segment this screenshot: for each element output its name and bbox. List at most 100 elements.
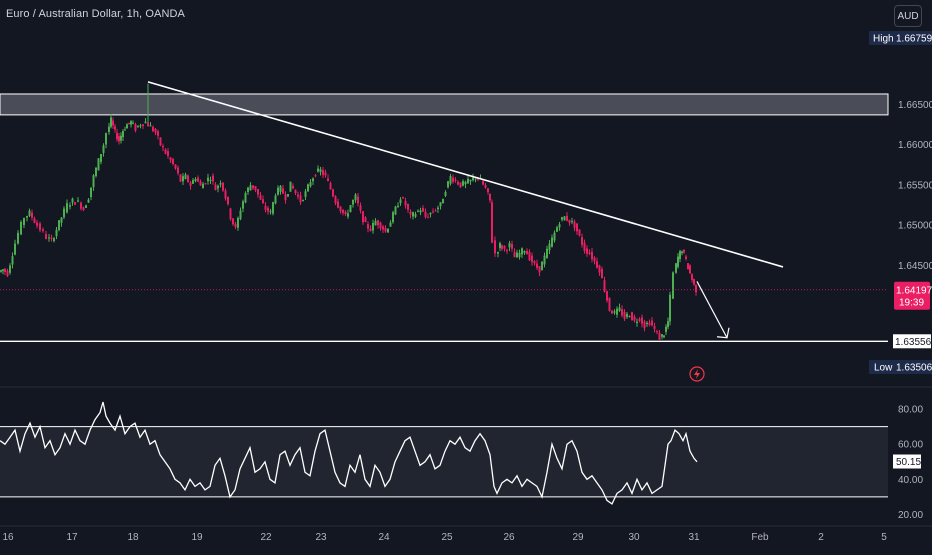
candle: [87, 199, 90, 203]
candle: [447, 181, 449, 188]
candle: [197, 177, 199, 182]
candle: [677, 256, 679, 267]
candle: [204, 183, 207, 185]
candle: [427, 216, 429, 218]
time-tick-label: 24: [378, 532, 390, 543]
candle: [663, 335, 665, 338]
candle: [172, 159, 174, 165]
candle: [409, 211, 412, 215]
candle: [82, 207, 85, 210]
candle: [192, 180, 194, 184]
rsi-layer: [0, 401, 888, 505]
candle: [344, 211, 347, 215]
candle: [149, 125, 152, 127]
low-label: Low 1.63506: [869, 360, 932, 374]
candle: [487, 188, 489, 193]
candle: [2, 269, 4, 271]
candle: [611, 310, 613, 314]
candle: [596, 261, 598, 268]
time-tick-label: 23: [315, 532, 327, 543]
candle: [90, 187, 92, 198]
resistance-zone-layer: [0, 93, 889, 116]
candle: [526, 251, 528, 255]
candle: [17, 232, 19, 244]
candle: [33, 218, 36, 223]
candle: [499, 243, 501, 248]
time-tick-label: 26: [503, 532, 515, 543]
candle: [314, 175, 317, 177]
candle: [212, 175, 214, 182]
candle: [244, 192, 247, 203]
candle: [452, 177, 454, 182]
candle: [284, 194, 287, 201]
candle: [459, 182, 462, 188]
candle: [467, 178, 469, 184]
candle: [636, 321, 638, 323]
candle: [182, 176, 184, 182]
candle: [39, 223, 41, 231]
candle: [382, 226, 384, 230]
currency-button[interactable]: AUD: [894, 5, 922, 27]
candle: [28, 210, 31, 217]
candle: [513, 252, 516, 258]
candle: [491, 202, 493, 243]
candle: [591, 251, 593, 260]
candle: [257, 189, 259, 195]
high-label-name: High: [873, 34, 894, 45]
candle: [262, 199, 264, 204]
rsi-value-label: 50.15: [893, 454, 921, 469]
candle: [362, 211, 364, 223]
candle: [60, 217, 63, 223]
time-tick-label: 17: [66, 532, 78, 543]
candle: [432, 211, 434, 213]
candle: [581, 237, 583, 245]
candle: [533, 261, 536, 264]
time-tick-label: 25: [441, 532, 453, 543]
candle: [357, 196, 359, 204]
candle: [209, 180, 212, 182]
candle: [598, 265, 601, 273]
candle: [116, 132, 118, 140]
candle: [267, 207, 269, 212]
candle: [95, 167, 97, 177]
candle: [349, 205, 352, 212]
candle: [237, 217, 239, 228]
time-tick-label: 19: [191, 532, 203, 543]
candle: [297, 194, 299, 197]
candle: [334, 196, 337, 204]
candle: [36, 222, 38, 226]
trendline: [147, 81, 784, 268]
support-price-value: 1.63556: [895, 337, 932, 348]
candle: [419, 210, 422, 213]
candle: [252, 185, 254, 189]
candle: [521, 248, 523, 255]
candle: [501, 245, 503, 249]
candle: [26, 216, 28, 218]
candle: [97, 158, 100, 171]
candle: [392, 212, 394, 223]
candle: [174, 164, 177, 169]
candle: [651, 320, 653, 326]
candle: [583, 242, 586, 251]
candle: [339, 206, 342, 212]
current-price-countdown: 19:39: [899, 298, 924, 309]
lightning-icon[interactable]: [689, 366, 705, 382]
candle: [457, 181, 459, 185]
candle: [407, 203, 409, 210]
candle: [249, 185, 252, 191]
candle: [672, 272, 674, 299]
candle: [207, 177, 209, 182]
candle: [214, 184, 217, 191]
candle: [102, 145, 105, 153]
candle: [9, 265, 11, 273]
candle: [548, 243, 551, 251]
candle: [114, 126, 116, 130]
candle: [274, 195, 277, 204]
support-price-label-bg: [893, 334, 931, 349]
candle: [31, 212, 33, 218]
candle: [506, 249, 508, 251]
candle: [412, 212, 414, 217]
candle: [292, 185, 294, 189]
